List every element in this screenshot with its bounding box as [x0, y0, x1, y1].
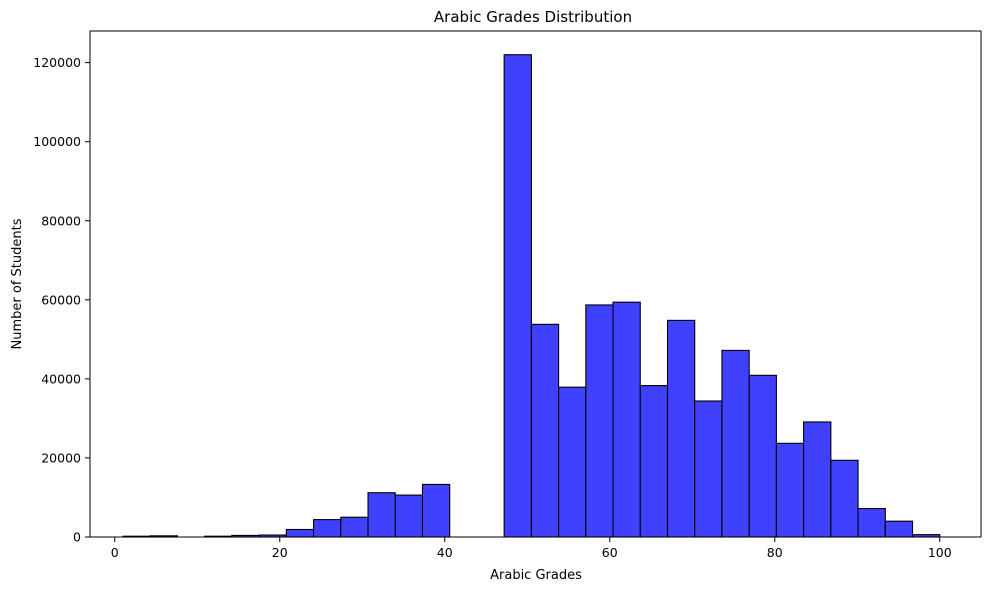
histogram-bar: [694, 400, 723, 538]
y-tick-label: 60000: [41, 292, 81, 307]
histogram-bar: [803, 421, 832, 538]
chart-title: Arabic Grades Distribution: [434, 8, 632, 26]
histogram-bar: [639, 385, 669, 538]
histogram-bar: [884, 520, 914, 538]
histogram-bar: [313, 519, 342, 538]
x-axis-label: Arabic Grades: [490, 568, 582, 583]
y-tick-label: 20000: [41, 450, 81, 465]
x-tick-label: 0: [111, 545, 119, 560]
x-tick-label: 20: [272, 545, 288, 560]
x-tick-label: 100: [928, 545, 952, 560]
histogram-bar: [340, 516, 369, 538]
histogram-bar: [558, 386, 587, 538]
bars-layer: [122, 54, 941, 538]
x-tick-label: 40: [437, 545, 453, 560]
histogram-bar: [530, 323, 560, 538]
y-tick-label: 80000: [41, 213, 81, 228]
histogram-bar: [830, 459, 859, 538]
plot-frame: [89, 30, 982, 538]
histogram-bar: [585, 304, 614, 538]
histogram-bar: [857, 507, 886, 538]
histogram-bar: [748, 374, 777, 538]
histogram-bar: [503, 54, 532, 538]
x-tick-label: 80: [767, 545, 783, 560]
y-tick-label: 0: [73, 530, 81, 545]
y-tick-label: 120000: [33, 55, 81, 70]
histogram-bar: [394, 494, 424, 538]
histogram-bar: [721, 349, 750, 538]
y-tick-label: 40000: [41, 371, 81, 386]
histogram-bar: [775, 442, 805, 538]
histogram-bar: [666, 319, 696, 538]
y-axis-label: Number of Students: [10, 218, 25, 349]
histogram-bar: [285, 528, 315, 538]
y-tick-label: 100000: [33, 134, 81, 149]
histogram-bar: [421, 483, 451, 538]
histogram-bar: [367, 492, 396, 538]
histogram-bar: [612, 301, 641, 538]
ticks-layer: 0 20 40 60 80 100 0 20000 40000 60000 80000 100000 1…: [33, 55, 951, 560]
x-tick-label: 60: [602, 545, 618, 560]
